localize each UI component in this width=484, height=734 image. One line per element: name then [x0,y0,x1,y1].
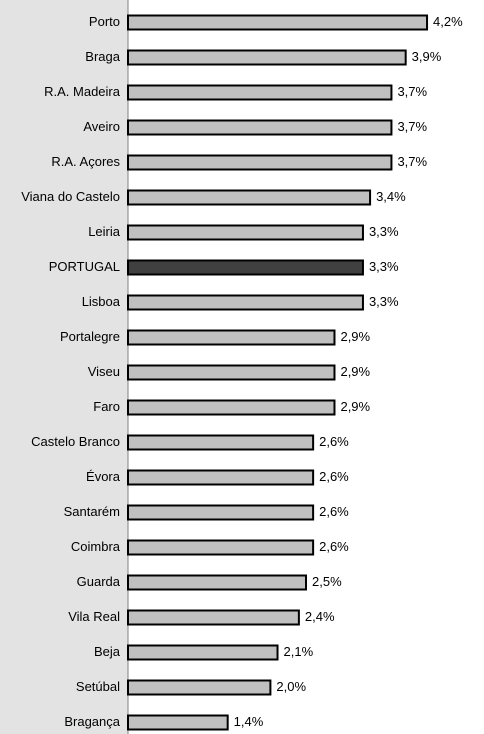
value-label: 2,9% [340,364,370,379]
bar [127,539,315,556]
bar [127,49,407,66]
value-label: 2,5% [312,574,342,589]
category-label: R.A. Açores [51,154,120,169]
category-label: Aveiro [83,119,120,134]
value-label: 3,3% [369,259,399,274]
value-label: 2,4% [305,609,335,624]
bar [127,14,429,31]
category-label: Portalegre [60,329,120,344]
category-label: Setúbal [76,679,120,694]
category-label: Santarém [64,504,120,519]
bar [127,399,336,416]
category-label: Coimbra [71,539,121,554]
category-label: Castelo Branco [31,434,120,449]
value-label: 3,7% [397,154,427,169]
category-label: Guarda [77,574,121,589]
bar [127,469,315,486]
bar [127,714,229,731]
bar [127,609,300,626]
value-label: 2,6% [319,539,349,554]
category-label: R.A. Madeira [44,84,121,99]
bar [127,84,393,101]
bar [127,259,364,276]
value-label: 2,1% [284,644,314,659]
category-label: Leiria [88,224,121,239]
bar [127,189,372,206]
category-label: Faro [93,399,120,414]
value-label: 3,3% [369,294,399,309]
bar [127,154,393,171]
bar [127,364,336,381]
value-label: 3,3% [369,224,399,239]
category-label: PORTUGAL [49,259,120,274]
bar [127,644,279,661]
bar [127,224,364,241]
value-label: 2,9% [340,399,370,414]
bar [127,504,315,521]
category-label: Bragança [64,714,120,729]
bar [127,679,272,696]
category-label: Beja [94,644,121,659]
value-label: 3,7% [397,84,427,99]
bar [127,434,315,451]
bar [127,329,336,346]
value-label: 2,6% [319,469,349,484]
value-label: 1,4% [234,714,264,729]
category-label: Viseu [88,364,120,379]
bar [127,294,364,311]
bar [127,574,307,591]
category-label: Évora [86,469,121,484]
value-label: 3,7% [397,119,427,134]
category-label: Porto [89,14,120,29]
value-label: 2,9% [340,329,370,344]
bar [127,119,393,136]
value-label: 4,2% [433,14,463,29]
value-label: 3,4% [376,189,406,204]
value-label: 2,6% [319,434,349,449]
label-panel [0,0,128,734]
value-label: 2,0% [276,679,306,694]
value-label: 2,6% [319,504,349,519]
category-label: Viana do Castelo [21,189,120,204]
value-label: 3,9% [412,49,442,64]
category-label: Vila Real [68,609,120,624]
category-label: Braga [85,49,120,64]
category-label: Lisboa [82,294,121,309]
